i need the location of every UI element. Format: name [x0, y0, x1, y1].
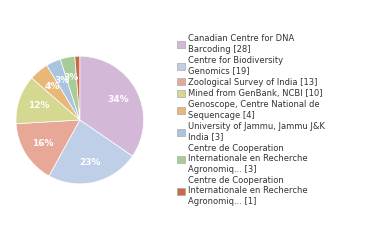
Text: 12%: 12% [28, 102, 49, 110]
Wedge shape [60, 56, 80, 120]
Wedge shape [80, 56, 144, 156]
Text: 3%: 3% [54, 76, 70, 85]
Text: 3%: 3% [64, 73, 79, 82]
Wedge shape [75, 56, 80, 120]
Wedge shape [49, 120, 133, 184]
Text: 4%: 4% [44, 82, 60, 91]
Text: 16%: 16% [32, 139, 54, 148]
Wedge shape [47, 59, 80, 120]
Wedge shape [32, 65, 80, 120]
Wedge shape [16, 120, 80, 176]
Text: 23%: 23% [79, 158, 101, 167]
Legend: Canadian Centre for DNA
Barcoding [28], Centre for Biodiversity
Genomics [19], Z: Canadian Centre for DNA Barcoding [28], … [177, 33, 326, 207]
Text: 34%: 34% [108, 95, 129, 104]
Wedge shape [16, 78, 80, 124]
